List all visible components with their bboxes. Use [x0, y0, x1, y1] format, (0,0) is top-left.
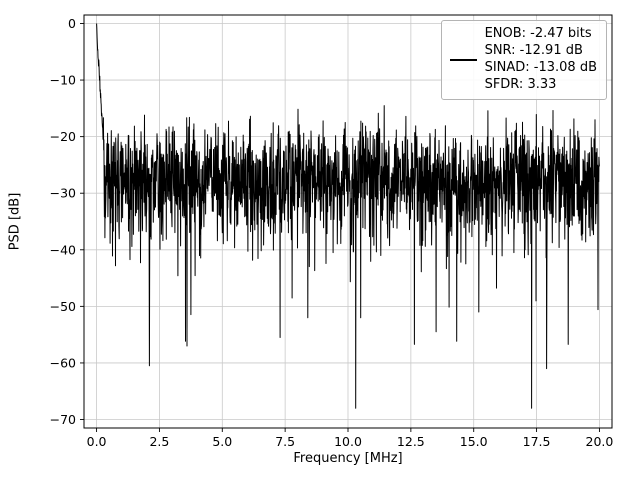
x-tick-label: 17.5 [523, 434, 551, 449]
legend-sinad-label: SINAD: -13.08 dB [484, 59, 597, 75]
legend: ENOB: -2.47 bits SNR: -12.91 dB SINAD: -… [440, 20, 607, 100]
legend-line-sample-icon [449, 58, 477, 61]
x-tick-label: 12.5 [397, 434, 425, 449]
y-tick-label: −20 [50, 129, 76, 144]
x-tick-label: 15.0 [460, 434, 488, 449]
y-tick-label: −30 [50, 186, 76, 201]
x-tick-label: 10.0 [334, 434, 362, 449]
x-tick-label: 2.5 [149, 434, 169, 449]
legend-text-block: ENOB: -2.47 bits SNR: -12.91 dB SINAD: -… [485, 26, 597, 94]
legend-snr-label: SNR: -12.91 dB [484, 42, 583, 58]
y-tick-label: 0 [68, 16, 76, 31]
y-tick-label: −10 [50, 73, 76, 88]
x-tick-label: 20.0 [586, 434, 614, 449]
legend-sfdr-label: SFDR: 3.33 [484, 76, 557, 92]
psd-trace [96, 23, 600, 409]
y-tick-label: −70 [50, 412, 76, 427]
y-tick-label: −60 [50, 355, 76, 370]
x-tick-label: 5.0 [212, 434, 232, 449]
x-tick-label: 7.5 [275, 434, 295, 449]
y-tick-label: −50 [50, 299, 76, 314]
x-tick-label: 0.0 [87, 434, 107, 449]
legend-enob-label: ENOB: -2.47 bits [484, 26, 592, 41]
y-tick-label: −40 [50, 242, 76, 257]
